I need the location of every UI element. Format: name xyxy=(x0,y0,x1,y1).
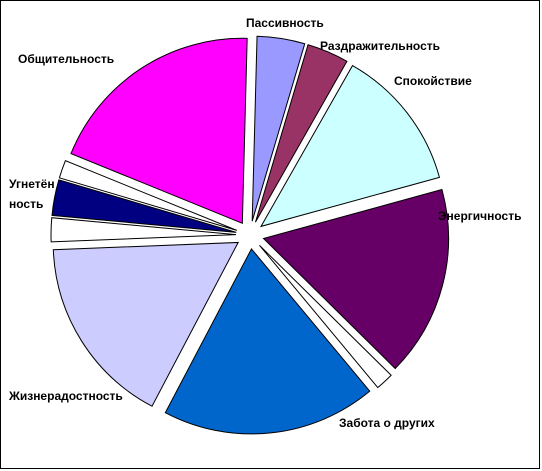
slice-label: Жизнерадостность xyxy=(8,389,123,403)
slice-label: Общительность xyxy=(18,52,114,66)
slice-label: Угнетён xyxy=(9,177,55,191)
slice-label: ность xyxy=(9,197,43,211)
pie-slice-Забота о других xyxy=(164,248,371,435)
slice-label: Забота о других xyxy=(339,416,435,430)
slice-label: Раздражительность xyxy=(320,39,440,53)
slice-label: Спокойствие xyxy=(394,74,472,88)
slice-label: Энергичность xyxy=(438,209,521,223)
pie-slice-Угнетённость xyxy=(51,179,237,233)
pie-slice-Спокойствие xyxy=(260,64,441,228)
pie-slice-Энергичность xyxy=(262,188,449,370)
pie-slice-blank xyxy=(58,160,237,231)
pie-labels: Пассивность Раздражительность Спокойствие Э… xyxy=(8,16,521,430)
pie-slice-blank xyxy=(259,244,392,389)
pie-slice-Общительность xyxy=(70,37,248,225)
pie-slice-Пассивность xyxy=(251,35,306,222)
pie-slice-Раздражительность xyxy=(255,44,348,223)
slice-label: Пассивность xyxy=(246,16,324,30)
pie-slices xyxy=(50,35,449,435)
pie-slice-Жизнерадостность xyxy=(52,241,240,407)
pie-slice-blank xyxy=(50,217,237,243)
